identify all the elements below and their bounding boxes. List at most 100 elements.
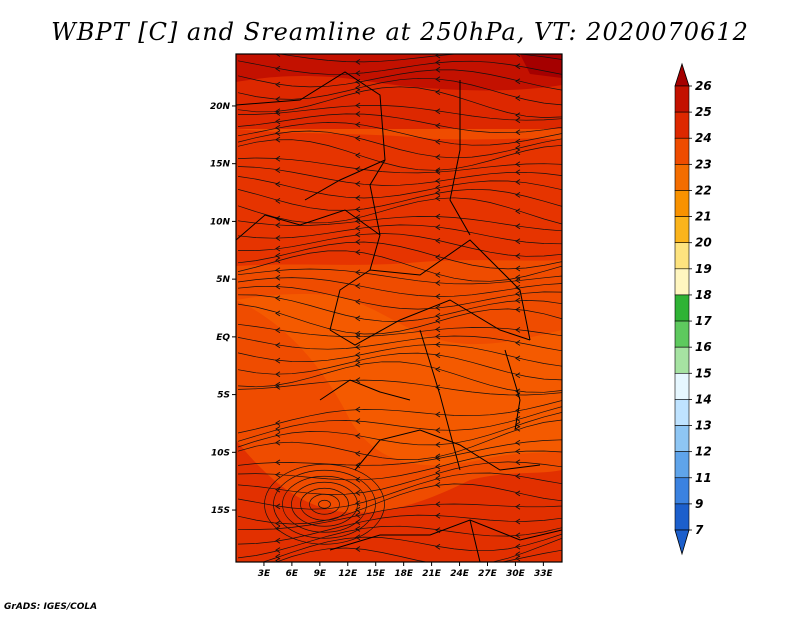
flow-arrow <box>435 543 441 550</box>
map-frame <box>235 53 563 563</box>
flow-arrow <box>275 65 281 72</box>
colorbar-label: 9 <box>695 497 703 511</box>
flow-arrow <box>515 555 521 562</box>
vortex-streamline <box>318 499 331 509</box>
flow-arrow <box>355 88 361 95</box>
flow-arrow <box>515 117 521 124</box>
flow-arrow <box>515 138 521 145</box>
lon-label: 9E <box>314 569 327 579</box>
flow-arrow <box>515 277 521 284</box>
flow-arrow <box>515 439 521 446</box>
flow-arrow <box>355 249 361 256</box>
flow-arrow <box>275 357 281 364</box>
flow-arrow <box>435 341 441 348</box>
streamline <box>237 500 562 530</box>
streamline <box>237 344 562 367</box>
lon-label: 12E <box>338 569 358 579</box>
flow-arrow <box>275 274 281 281</box>
flow-arrow <box>435 280 441 286</box>
flow-arrow <box>275 310 281 317</box>
colorbar-label: 11 <box>695 471 712 485</box>
flow-arrow <box>355 283 361 289</box>
colorbar-label: 12 <box>695 445 712 459</box>
flow-arrow <box>435 317 441 324</box>
colorbar-label: 19 <box>695 262 712 276</box>
flow-arrow <box>515 169 521 176</box>
flow-arrow <box>515 490 521 497</box>
flow-arrow <box>355 333 361 340</box>
flow-arrow <box>435 237 441 244</box>
streamline <box>237 157 562 174</box>
colorbar-segment <box>674 346 690 374</box>
lon-label: 6E <box>286 569 299 579</box>
flow-arrow <box>355 352 361 358</box>
flow-arrow <box>355 506 361 513</box>
flow-arrow <box>515 265 521 272</box>
colorbar-label: 17 <box>695 314 712 328</box>
flow-arrow <box>515 291 521 297</box>
flow-arrow <box>435 272 441 278</box>
flow-arrow <box>435 366 441 373</box>
flow-arrow <box>275 553 281 560</box>
flow-arrow <box>355 298 361 305</box>
flow-arrow <box>435 313 441 319</box>
flow-arrow <box>435 122 441 129</box>
flow-arrow <box>275 118 281 125</box>
colorbar-segment <box>674 425 690 452</box>
flow-arrow <box>435 501 441 508</box>
flow-arrow <box>515 355 521 362</box>
colorbar-segment <box>674 190 690 217</box>
flow-arrow <box>355 500 361 507</box>
flow-arrow <box>435 333 441 340</box>
flow-arrow <box>275 252 281 259</box>
flow-arrow <box>515 192 521 198</box>
flow-arrow <box>275 459 281 466</box>
streamline <box>237 216 562 232</box>
colorbar-segment <box>674 164 690 191</box>
flow-arrow <box>355 512 361 518</box>
flow-arrow <box>515 253 521 259</box>
flow-arrow <box>435 178 441 184</box>
flow-arrow <box>275 235 281 241</box>
streamline <box>237 224 562 245</box>
flow-arrow <box>435 352 441 359</box>
flow-arrow <box>275 181 281 188</box>
flow-arrow <box>515 95 521 101</box>
longitude-axis: 3E 6E 9E 12E 15E 18E 21E 24E 27E 30E 33E <box>258 562 554 579</box>
vortex-streamline <box>309 493 340 515</box>
flow-arrow <box>275 426 281 432</box>
colorbar-top-triangle <box>674 62 690 87</box>
flow-arrow <box>515 340 521 346</box>
flow-arrow <box>275 257 281 264</box>
lon-label: 27E <box>478 569 498 579</box>
lat-label: 15N <box>210 160 231 170</box>
flow-arrow <box>435 482 441 488</box>
flow-arrow <box>276 570 280 575</box>
flow-arrow <box>355 546 361 552</box>
flow-arrow <box>275 155 281 162</box>
flow-arrow <box>275 381 281 388</box>
flow-arrow <box>435 169 441 175</box>
colorbar-label: 25 <box>695 105 712 119</box>
colorbar-segment <box>674 85 690 113</box>
colorbar-segment <box>674 137 690 165</box>
flow-arrow <box>435 195 441 202</box>
flow-arrow <box>355 269 361 276</box>
flow-arrow <box>275 537 281 544</box>
flow-arrow <box>515 448 521 455</box>
flow-arrow <box>355 152 361 159</box>
streamline <box>237 361 562 393</box>
colorbar-segment <box>674 294 690 322</box>
colorbar-segment <box>674 242 690 270</box>
colorbar-segment <box>674 451 690 479</box>
colorbar-label: 24 <box>695 131 712 145</box>
colorbar-label: 18 <box>695 288 712 302</box>
flow-arrow <box>435 326 441 333</box>
lat-label: 20N <box>210 102 231 112</box>
flow-arrow <box>515 112 521 119</box>
flow-arrow <box>355 79 361 85</box>
flow-arrow <box>275 439 281 446</box>
flow-arrow <box>435 411 441 418</box>
flow-arrow <box>515 238 521 245</box>
flow-arrow <box>515 179 521 185</box>
